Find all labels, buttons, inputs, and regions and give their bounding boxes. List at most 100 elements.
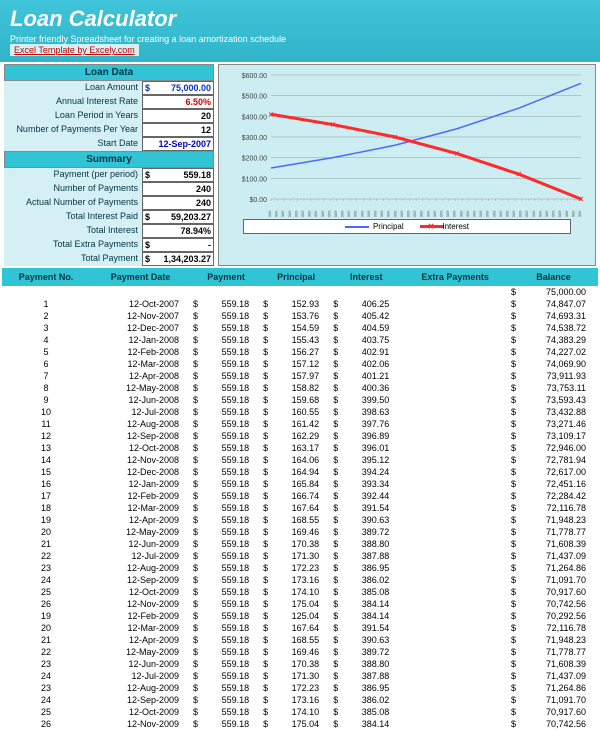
svg-text:2009: 2009 (511, 210, 516, 217)
chart-svg: $0.00$100.00$200.00$300.00$400.00$500.00… (223, 69, 591, 217)
data-value[interactable]: 12-Sep-2007 (142, 137, 214, 151)
table-row: 12 12-Sep-2008 $559.18 $162.29 $396.89 $… (2, 430, 598, 442)
data-value[interactable]: $- (142, 238, 214, 252)
summary-head: Summary (4, 151, 214, 168)
svg-text:2009: 2009 (524, 210, 529, 217)
data-label: Annual Interest Rate (4, 95, 142, 109)
table-row: 13 12-Oct-2008 $559.18 $163.17 $396.01 $… (2, 442, 598, 454)
table-row: 2 12-Nov-2007 $559.18 $153.76 $405.42 $7… (2, 310, 598, 322)
page-title: Loan Calculator (10, 6, 590, 32)
legend: Principal ✕ Interest (243, 219, 571, 234)
svg-text:2009: 2009 (458, 210, 463, 217)
table-row: 24 12-Sep-2009 $559.18 $173.16 $386.02 $… (2, 694, 598, 706)
svg-text:2009: 2009 (320, 210, 325, 217)
loan-data-head: Loan Data (4, 64, 214, 81)
legend-principal: Principal (345, 222, 404, 231)
table-row: 22 12-Jul-2009 $559.18 $171.30 $387.88 $… (2, 550, 598, 562)
data-row: Actual Number of Payments240 (4, 196, 214, 210)
data-row: Total Extra Payments$- (4, 238, 214, 252)
data-value[interactable]: 78.94% (142, 224, 214, 238)
table-row: 19 12-Feb-2009 $559.18 $125.04 $384.14 $… (2, 610, 598, 622)
data-value[interactable]: $1,34,203.27 (142, 252, 214, 266)
data-row: Annual Interest Rate6.50% (4, 95, 214, 109)
data-value[interactable]: $75,000.00 (142, 81, 214, 95)
svg-text:2009: 2009 (373, 210, 378, 217)
svg-text:2009: 2009 (432, 210, 437, 217)
left-panel: Loan Data Loan Amount$75,000.00Annual In… (4, 64, 214, 266)
svg-text:2009: 2009 (544, 210, 549, 217)
svg-text:2009: 2009 (564, 210, 569, 217)
svg-text:2009: 2009 (300, 210, 305, 217)
table-row: 14 12-Nov-2008 $559.18 $164.06 $395.12 $… (2, 454, 598, 466)
svg-text:$200.00: $200.00 (242, 156, 267, 163)
svg-text:2009: 2009 (346, 210, 351, 217)
svg-text:2009: 2009 (333, 210, 338, 217)
svg-text:2009: 2009 (287, 210, 292, 217)
svg-text:2009: 2009 (518, 210, 523, 217)
data-row: Loan Period in Years20 (4, 109, 214, 123)
svg-text:2009: 2009 (471, 210, 476, 217)
data-value[interactable]: $559.18 (142, 168, 214, 182)
svg-text:2009: 2009 (406, 210, 411, 217)
svg-text:2009: 2009 (478, 210, 483, 217)
svg-text:2009: 2009 (359, 210, 364, 217)
chart-area: $0.00$100.00$200.00$300.00$400.00$500.00… (223, 69, 591, 217)
svg-text:$0.00: $0.00 (249, 197, 267, 204)
svg-text:2009: 2009 (557, 210, 562, 217)
svg-text:2009: 2009 (570, 210, 575, 217)
data-row: Total Payment$1,34,203.27 (4, 252, 214, 266)
data-label: Actual Number of Payments (4, 196, 142, 210)
data-row: Payment (per period)$559.18 (4, 168, 214, 182)
data-label: Loan Period in Years (4, 109, 142, 123)
svg-text:2009: 2009 (531, 210, 536, 217)
data-value[interactable]: 20 (142, 109, 214, 123)
data-row: Number of Payments Per Year12 (4, 123, 214, 137)
data-value[interactable]: 240 (142, 196, 214, 210)
data-row: Total Interest78.94% (4, 224, 214, 238)
svg-text:2009: 2009 (340, 210, 345, 217)
data-row: Start Date12-Sep-2007 (4, 137, 214, 151)
svg-text:×: × (268, 109, 273, 119)
column-header: Extra Payments (401, 268, 509, 286)
table-row: 24 12-Sep-2009 $559.18 $173.16 $386.02 $… (2, 574, 598, 586)
svg-text:×: × (454, 149, 459, 159)
data-label: Total Payment (4, 252, 142, 266)
table-row: 17 12-Feb-2009 $559.18 $166.74 $392.44 $… (2, 490, 598, 502)
svg-text:2009: 2009 (412, 210, 417, 217)
column-header: Balance (509, 268, 598, 286)
data-value[interactable]: 6.50% (142, 95, 214, 109)
data-label: Number of Payments Per Year (4, 123, 142, 137)
svg-text:$600.00: $600.00 (242, 73, 267, 80)
svg-text:2009: 2009 (267, 210, 272, 217)
source-link[interactable]: Excel Template by Excely.com (10, 44, 139, 56)
data-row: Loan Amount$75,000.00 (4, 81, 214, 95)
start-balance-row: $75,000.00 (2, 286, 598, 298)
svg-text:2009: 2009 (537, 210, 542, 217)
data-label: Payment (per period) (4, 168, 142, 182)
svg-text:2009: 2009 (551, 210, 556, 217)
column-header: Payment (191, 268, 261, 286)
table-row: 18 12-Mar-2009 $559.18 $167.64 $391.54 $… (2, 502, 598, 514)
column-header: Payment No. (2, 268, 90, 286)
svg-text:2009: 2009 (445, 210, 450, 217)
column-header: Interest (331, 268, 401, 286)
table-body: $75,000.00 1 12-Oct-2007 $559.18 $152.93… (2, 286, 598, 730)
amortization-table: Payment No.Payment DatePaymentPrincipalI… (2, 268, 598, 730)
table-row: 20 12-Mar-2009 $559.18 $167.64 $391.54 $… (2, 622, 598, 634)
data-value[interactable]: 240 (142, 182, 214, 196)
data-value[interactable]: $59,203.27 (142, 210, 214, 224)
table-row: 1 12-Oct-2007 $559.18 $152.93 $406.25 $7… (2, 298, 598, 310)
column-header: Payment Date (90, 268, 191, 286)
top-section: Loan Data Loan Amount$75,000.00Annual In… (0, 62, 600, 268)
table-row: 16 12-Jan-2009 $559.18 $165.84 $393.34 $… (2, 478, 598, 490)
table-row: 4 12-Jan-2008 $559.18 $155.43 $403.75 $7… (2, 334, 598, 346)
header: Loan Calculator Printer friendly Spreads… (0, 0, 600, 62)
table-row: 24 12-Jul-2009 $559.18 $171.30 $387.88 $… (2, 670, 598, 682)
data-label: Total Extra Payments (4, 238, 142, 252)
svg-text:$100.00: $100.00 (242, 176, 267, 183)
table-row: 23 12-Jun-2009 $559.18 $170.38 $388.80 $… (2, 658, 598, 670)
legend-label-interest: Interest (442, 222, 469, 231)
data-value[interactable]: 12 (142, 123, 214, 137)
table-row: 20 12-May-2009 $559.18 $169.46 $389.72 $… (2, 526, 598, 538)
svg-text:2009: 2009 (452, 210, 457, 217)
